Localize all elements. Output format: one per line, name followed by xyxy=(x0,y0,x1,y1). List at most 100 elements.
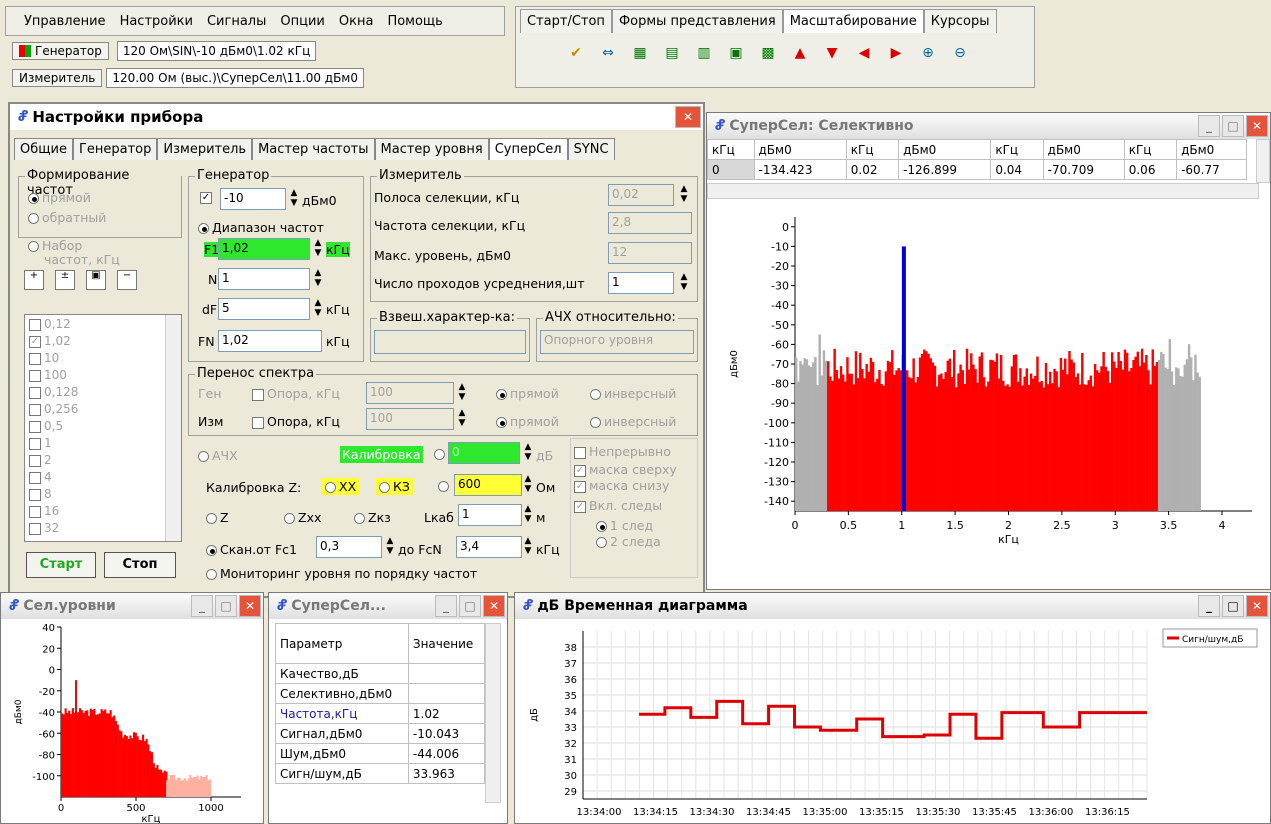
vertical-scrollbar[interactable] xyxy=(1256,139,1270,183)
menu-item-signals[interactable]: Сигналы xyxy=(206,13,267,29)
list-item[interactable]: ✓ 1,02 xyxy=(29,334,71,348)
list-item[interactable]: 1 xyxy=(29,436,177,453)
tab-scaling[interactable]: Масштабирование xyxy=(782,9,924,33)
shift-gen-inverse-radio[interactable]: инверсный xyxy=(590,386,676,401)
menu-item-windows[interactable]: Окна xyxy=(338,13,374,29)
scale-y-icon[interactable]: ▤ xyxy=(665,45,679,61)
table-row[interactable]: Селективно,дБм0 xyxy=(275,683,486,704)
scale-x-icon[interactable]: ▦ xyxy=(633,45,647,61)
table-cell[interactable]: 0 xyxy=(707,159,755,180)
f1-spin-icon[interactable]: ▲ ▼ xyxy=(314,238,322,258)
maximize-button[interactable]: □ xyxy=(1222,595,1244,617)
trace1-radio[interactable]: 1 след xyxy=(596,518,653,533)
scan-from-spin-icon[interactable]: ▲ ▼ xyxy=(386,536,394,556)
arrow-up-icon[interactable]: ▲ xyxy=(794,45,806,61)
menu-item-options[interactable]: Опции xyxy=(280,13,325,29)
scale-reset-icon[interactable]: ▩ xyxy=(761,45,775,61)
freq-list-scrollbar[interactable] xyxy=(165,315,181,541)
calz-spin-icon[interactable]: ▲ ▼ xyxy=(524,474,532,494)
tab-supersel[interactable]: СуперСел xyxy=(488,138,568,160)
close-button[interactable]: ✕ xyxy=(1246,115,1268,137)
table-cell[interactable]: 0.06 xyxy=(1123,159,1178,180)
list-item[interactable]: 16 xyxy=(29,504,177,521)
monitor-radio[interactable]: Мониторинг уровня по порядку частот xyxy=(206,566,477,581)
arrow-down-icon[interactable]: ▼ xyxy=(826,45,838,61)
list-item[interactable]: 8 xyxy=(29,487,177,504)
add-freq-icon[interactable]: + xyxy=(24,270,44,290)
maximize-button[interactable]: □ xyxy=(459,595,481,617)
menu-item-settings[interactable]: Настройки xyxy=(119,13,193,29)
tab-freq-master[interactable]: Мастер частоты xyxy=(252,138,375,160)
list-item[interactable]: 32 xyxy=(29,521,177,538)
radio-reverse[interactable]: обратный xyxy=(28,210,106,225)
shift-gen-spin-icon[interactable]: ▲ ▼ xyxy=(458,382,466,402)
scale-all-icon[interactable]: ▣ xyxy=(729,45,743,61)
scale-fit-icon[interactable]: ▥ xyxy=(697,45,711,61)
table-row[interactable]: Сигн/шум,дБ 33.963 xyxy=(275,763,486,784)
gen-level-input[interactable]: -10 xyxy=(220,188,286,210)
arrow-left-icon[interactable]: ◀ xyxy=(858,45,870,61)
shift-meas-ref-checkbox[interactable]: Опора, кГц xyxy=(252,414,340,429)
scan-to-input[interactable]: 3,4 xyxy=(456,536,522,558)
gen-enable-checkbox[interactable]: ✓ xyxy=(200,192,212,204)
continuous-checkbox[interactable]: Непрерывно xyxy=(574,444,671,459)
table-cell[interactable]: -134.423 xyxy=(753,159,847,180)
table-cell[interactable]: -126.899 xyxy=(898,159,992,180)
list-item[interactable]: 0,128 xyxy=(29,385,177,402)
tab-general[interactable]: Общие xyxy=(14,138,73,160)
tab-generator[interactable]: Генератор xyxy=(72,138,158,160)
fn-input[interactable]: 1,02 xyxy=(218,330,322,352)
close-button[interactable]: ✕ xyxy=(483,595,505,617)
list-item[interactable]: 2 xyxy=(29,453,177,470)
insert-freq-icon[interactable]: ± xyxy=(55,270,75,290)
list-item[interactable]: 0,5 xyxy=(29,419,177,436)
radio-freq-range[interactable]: Диапазон частот xyxy=(198,220,324,235)
shift-meas-direct-radio[interactable]: прямой xyxy=(496,414,559,429)
table-row[interactable]: Качество,дБ xyxy=(275,663,486,684)
horizontal-scrollbar[interactable] xyxy=(707,183,1259,199)
generator-button[interactable]: Генератор xyxy=(12,42,109,60)
delete-freq-icon[interactable]: − xyxy=(117,270,137,290)
arrow-right-icon[interactable]: ▶ xyxy=(890,45,902,61)
zoom-out-icon[interactable]: ⊖ xyxy=(954,45,966,61)
z-radio[interactable]: Z xyxy=(206,510,229,525)
shift-gen-direct-radio[interactable]: прямой xyxy=(496,386,559,401)
scan-radio[interactable]: Скан.от Fc1 xyxy=(206,542,297,557)
minimize-button[interactable]: _ xyxy=(191,595,213,617)
calz-input[interactable]: 600 xyxy=(454,474,522,496)
zxx-radio[interactable]: Zхх xyxy=(284,510,321,525)
list-item[interactable]: 10 xyxy=(29,351,177,368)
gen-level-spin-icon[interactable]: ▲ ▼ xyxy=(290,188,298,208)
minimize-button[interactable]: _ xyxy=(435,595,457,617)
stop-button[interactable]: Стоп xyxy=(104,552,176,578)
scan-from-input[interactable]: 0,3 xyxy=(316,536,382,558)
minimize-button[interactable]: _ xyxy=(1198,115,1220,137)
maximize-button[interactable]: □ xyxy=(1222,115,1244,137)
freq-list[interactable]: 0,12 ✓ 1,02 10 100 0,128 0,256 0,5 1 2 4 8 16 32 xyxy=(24,314,182,542)
calz-value-radio[interactable] xyxy=(438,481,449,492)
menu-item-control[interactable]: Управление xyxy=(24,13,106,29)
open-freq-icon[interactable]: ▣ xyxy=(86,270,106,290)
passes-input[interactable]: 1 xyxy=(608,272,674,294)
dialog-close-button[interactable]: ✕ xyxy=(675,106,701,128)
autoscale-icon[interactable]: ✔ xyxy=(570,45,582,61)
n-input[interactable]: 1 xyxy=(218,268,310,290)
df-input[interactable]: 5 xyxy=(218,298,310,320)
df-spin-icon[interactable]: ▲ ▼ xyxy=(314,298,322,318)
calib-input[interactable]: 0 xyxy=(448,442,520,464)
passes-spin-icon[interactable]: ▲ ▼ xyxy=(680,272,688,292)
n-spin-icon[interactable]: ▲ ▼ xyxy=(314,268,322,288)
fit-horizontal-icon[interactable]: ⇔ xyxy=(602,45,614,61)
mask-top-checkbox[interactable]: ✓ маска сверху xyxy=(574,462,677,477)
tab-meter[interactable]: Измеритель xyxy=(157,138,253,160)
shift-gen-ref-input[interactable]: 100 xyxy=(366,382,454,404)
menu-item-help[interactable]: Помощь xyxy=(387,13,443,29)
zoom-in-icon[interactable]: ⊕ xyxy=(922,45,934,61)
calz-xx-radio[interactable]: XX xyxy=(322,478,360,495)
tab-level-master[interactable]: Мастер уровня xyxy=(374,138,489,160)
lcab-input[interactable]: 1 xyxy=(458,504,522,526)
tab-start-stop[interactable]: Старт/Стоп xyxy=(520,9,612,33)
scan-to-spin-icon[interactable]: ▲ ▼ xyxy=(524,536,532,556)
minimize-button[interactable]: _ xyxy=(1198,595,1220,617)
afc-radio[interactable]: АЧХ xyxy=(198,448,238,463)
